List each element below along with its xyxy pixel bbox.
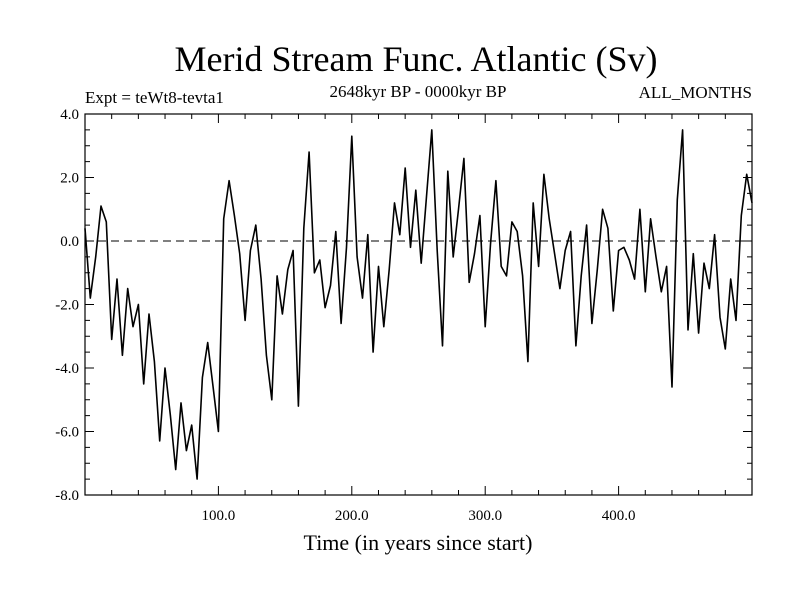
y-tick-label: -2.0 [55,298,79,314]
y-tick-label: -6.0 [55,425,79,441]
x-tick-label: 400.0 [602,508,636,524]
x-tick-label: 100.0 [202,508,236,524]
y-tick-label: -8.0 [55,488,79,504]
chart-title: Merid Stream Func. Atlantic (Sv) [175,39,658,79]
months-label: ALL_MONTHS [639,83,752,102]
period-label: 2648kyr BP - 0000kyr BP [330,82,507,101]
x-tick-label: 200.0 [335,508,369,524]
y-tick-label: 0.0 [60,234,79,250]
experiment-label: Expt = teWt8-tevta1 [85,88,224,107]
x-axis-label: Time (in years since start) [304,530,533,555]
y-tick-label: -4.0 [55,361,79,377]
y-tick-label: 2.0 [60,171,79,187]
x-tick-label: 300.0 [468,508,502,524]
series-line [84,129,753,480]
x-axis: 100.0 200.0 300.0 400.0 [111,114,726,524]
plot-frame [84,113,753,496]
y-axis: -8.0 -6.0 -4.0 -2.0 0.0 2.0 4.0 [55,107,752,504]
y-tick-label: 4.0 [60,107,79,123]
